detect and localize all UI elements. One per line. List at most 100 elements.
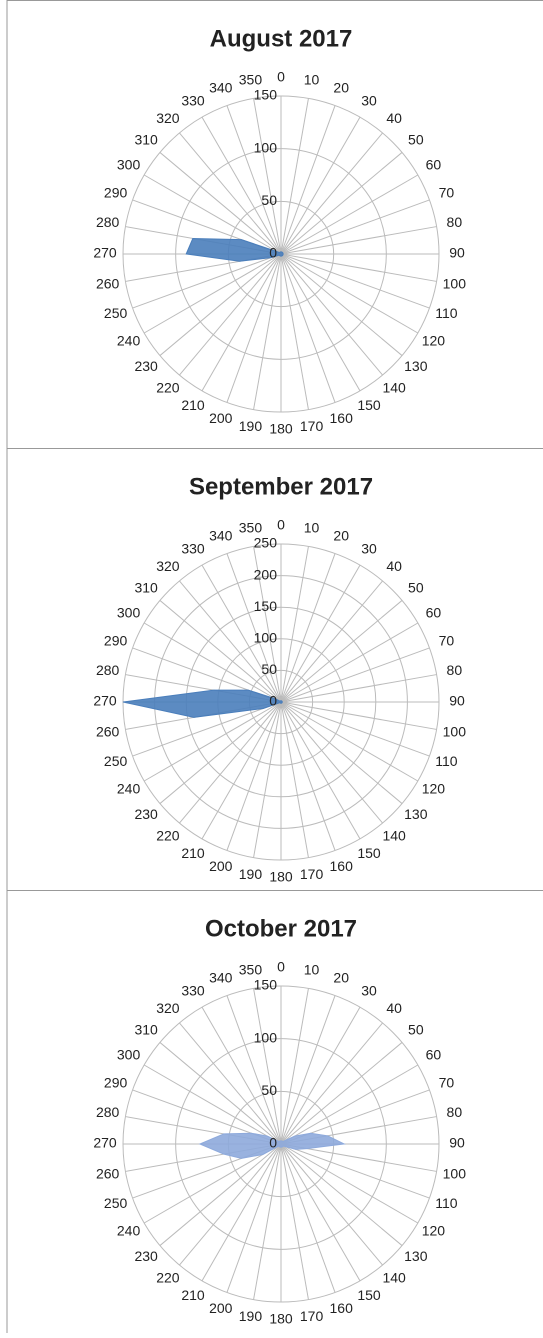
spoke xyxy=(280,1143,419,1224)
spoke xyxy=(280,1143,309,1300)
category-label: 160 xyxy=(330,858,354,874)
spoke xyxy=(280,132,383,255)
category-label: 10 xyxy=(304,519,320,535)
r-tick-label: 50 xyxy=(261,661,277,677)
spoke xyxy=(159,1042,282,1145)
spoke xyxy=(280,1143,383,1266)
category-label: 140 xyxy=(382,380,406,396)
category-label: 20 xyxy=(333,79,349,95)
spoke xyxy=(280,253,383,376)
category-label: 320 xyxy=(156,1000,180,1016)
category-label: 70 xyxy=(439,633,455,649)
spoke xyxy=(280,995,336,1145)
category-label: 280 xyxy=(96,662,120,678)
category-label: 60 xyxy=(426,1047,442,1063)
category-label: 140 xyxy=(382,1270,406,1286)
spoke xyxy=(201,253,282,392)
spoke xyxy=(143,1143,282,1224)
spoke xyxy=(159,253,282,356)
category-label: 120 xyxy=(422,1223,446,1239)
spoke xyxy=(280,1042,403,1145)
category-label: 290 xyxy=(104,185,128,201)
category-label: 330 xyxy=(181,92,205,108)
spoke xyxy=(253,1143,282,1300)
spoke xyxy=(280,701,309,858)
category-label: 200 xyxy=(209,1300,233,1316)
category-label: 50 xyxy=(408,580,424,596)
category-label: 190 xyxy=(239,1308,263,1324)
r-tick-label: 250 xyxy=(254,535,278,551)
category-label: 80 xyxy=(447,214,463,230)
category-label: 40 xyxy=(386,110,402,126)
spoke xyxy=(280,116,361,255)
category-label: 240 xyxy=(117,781,141,797)
spoke xyxy=(179,580,282,703)
category-label: 150 xyxy=(357,1287,381,1303)
spoke xyxy=(280,546,309,703)
category-label: 340 xyxy=(209,527,233,543)
spoke xyxy=(280,253,361,392)
category-label: 300 xyxy=(117,157,141,173)
category-label: 280 xyxy=(96,214,120,230)
spoke xyxy=(159,152,282,255)
category-label: 130 xyxy=(404,358,428,374)
category-label: 230 xyxy=(134,1248,158,1264)
r-tick-label: 100 xyxy=(254,1029,278,1045)
spoke xyxy=(280,600,403,703)
radar-area xyxy=(198,1132,346,1159)
category-label: 340 xyxy=(209,969,233,985)
spoke xyxy=(201,1006,282,1145)
r-tick-label: 200 xyxy=(254,566,278,582)
category-label: 190 xyxy=(239,418,263,434)
category-label: 200 xyxy=(209,410,233,426)
category-label: 150 xyxy=(357,845,381,861)
category-label: 50 xyxy=(408,1022,424,1038)
r-tick-label: 150 xyxy=(254,87,278,103)
spoke xyxy=(280,253,437,282)
spoke xyxy=(179,132,282,255)
spoke xyxy=(253,546,282,703)
category-label: 100 xyxy=(443,275,467,291)
spoke xyxy=(280,253,403,356)
category-label: 220 xyxy=(156,380,180,396)
spoke xyxy=(280,701,437,730)
category-label: 350 xyxy=(239,71,263,87)
category-label: 90 xyxy=(449,245,465,261)
spoke xyxy=(159,1143,282,1246)
spoke xyxy=(179,253,282,376)
r-tick-label: 50 xyxy=(261,1082,277,1098)
spoke xyxy=(280,1064,419,1145)
category-label: 180 xyxy=(269,869,293,885)
category-label: 330 xyxy=(181,540,205,556)
spoke xyxy=(253,253,282,410)
spoke xyxy=(132,701,282,757)
spoke xyxy=(280,152,403,255)
category-label: 270 xyxy=(93,1135,117,1151)
spoke xyxy=(280,622,419,703)
spoke xyxy=(280,701,430,757)
category-label: 350 xyxy=(239,519,263,535)
category-label: 310 xyxy=(134,1022,158,1038)
category-label: 250 xyxy=(104,1195,128,1211)
spoke xyxy=(143,1064,282,1145)
chart-title: October 2017 xyxy=(205,915,357,942)
spoke xyxy=(143,701,282,782)
spoke xyxy=(226,105,282,255)
category-label: 290 xyxy=(104,633,128,649)
category-label: 130 xyxy=(404,806,428,822)
r-tick-label: 0 xyxy=(269,693,277,709)
spoke xyxy=(179,1143,282,1266)
spoke xyxy=(280,580,383,703)
spoke xyxy=(201,701,282,840)
spoke xyxy=(226,995,282,1145)
spoke xyxy=(280,98,309,255)
spoke xyxy=(280,1143,361,1282)
category-label: 110 xyxy=(435,305,458,321)
spoke xyxy=(201,1143,282,1282)
category-label: 0 xyxy=(277,517,285,533)
spoke xyxy=(226,701,282,851)
category-label: 110 xyxy=(435,1195,458,1211)
category-label: 340 xyxy=(209,79,233,95)
category-label: 240 xyxy=(117,333,141,349)
